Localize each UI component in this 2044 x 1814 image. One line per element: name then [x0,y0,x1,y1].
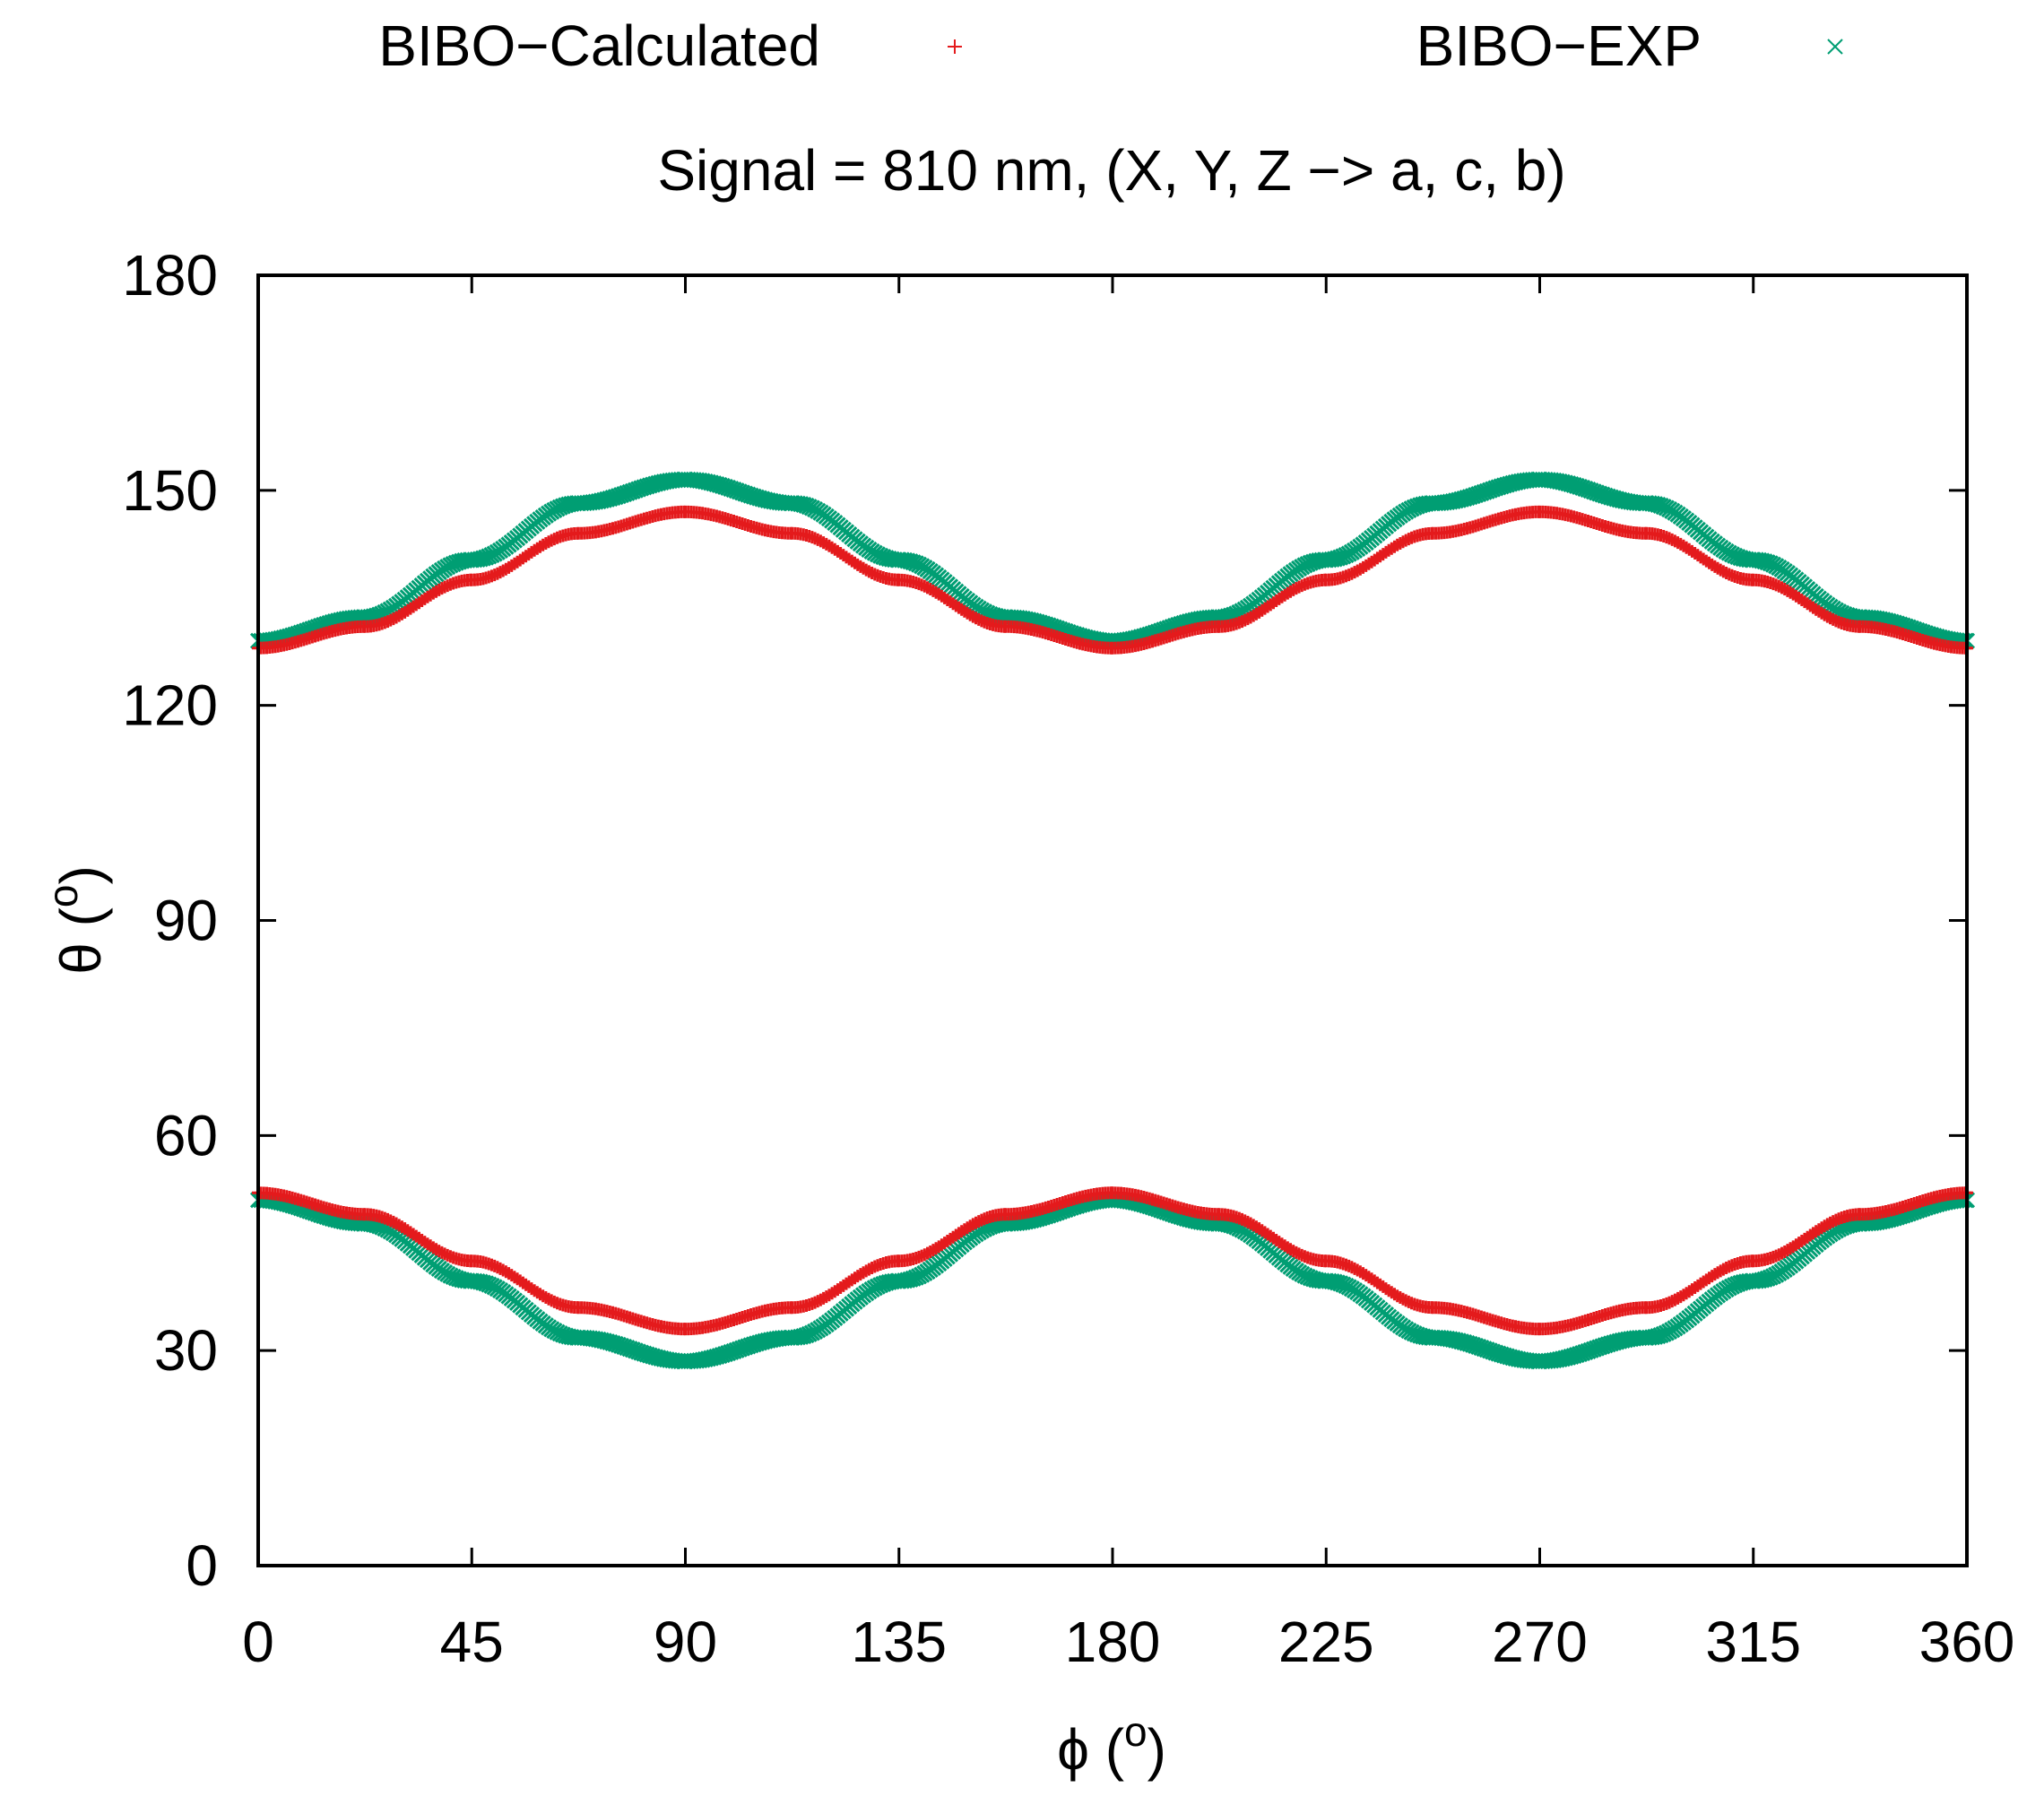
data-point [1650,1327,1667,1345]
data-point [474,1274,492,1291]
legend-marker-exp [1827,39,1843,55]
y-axis-label: θ (o) [39,865,113,975]
x-tick-label: 135 [851,1610,947,1674]
data-point [1756,1271,1773,1288]
y-axis-open: ( [48,907,113,942]
legend-label-calculated: BIBO−Calculated [378,13,820,78]
x-tick-label: 45 [440,1610,504,1674]
x-tick-label: 225 [1278,1610,1374,1674]
legend: BIBO−Calculated BIBO−EXP [378,13,1843,78]
x-tick-label: 90 [654,1610,717,1674]
x-tick-label: 315 [1705,1610,1801,1674]
data-point [474,550,492,567]
plot-frame [256,273,1969,1567]
plot-series [249,471,1976,1370]
y-axis-symbol: θ [48,942,113,975]
legend-marker [948,39,962,54]
data-point [795,496,812,514]
data-point [1650,496,1667,514]
series-calculated [252,505,1973,1336]
y-axis-sup: o [39,885,86,908]
y-tick-label: 150 [122,458,218,523]
x-axis-label: ϕ (o) [1057,1708,1166,1782]
data-point [902,1271,919,1288]
x-axis-open: ( [1089,1717,1124,1782]
series-exp [249,471,1976,1370]
data-point [1329,550,1347,567]
x-axis-sup: o [1124,1708,1148,1755]
y-tick-label: 60 [154,1103,218,1167]
legend-marker-calculated [948,39,962,54]
x-tick-label: 0 [242,1610,274,1674]
y-tick-label: 180 [122,243,218,308]
y-tick-label: 0 [186,1533,218,1598]
chart-title: Signal = 810 nm, (X, Y, Z −> a, c, b) [657,138,1565,203]
legend-label-exp: BIBO−EXP [1416,13,1702,78]
y-tick-label: 90 [154,889,218,953]
legend-marker [1827,39,1843,55]
x-tick-label: 360 [1919,1610,2015,1674]
data-point [1756,553,1773,570]
y-tick-label: 30 [154,1318,218,1383]
x-tick-label: 270 [1492,1610,1588,1674]
data-point [902,553,919,570]
ticks: 0 45 90 135 180 225 270 315 360 0 30 60 90 120 150 180 [122,243,2014,1674]
x-axis-symbol: ϕ [1057,1717,1089,1782]
y-axis-close: ) [48,865,113,884]
y-tick-label: 120 [122,673,218,738]
data-point [1329,1274,1347,1291]
x-tick-label: 180 [1065,1610,1161,1674]
x-axis-close: ) [1148,1717,1166,1782]
data-point [795,1327,812,1345]
